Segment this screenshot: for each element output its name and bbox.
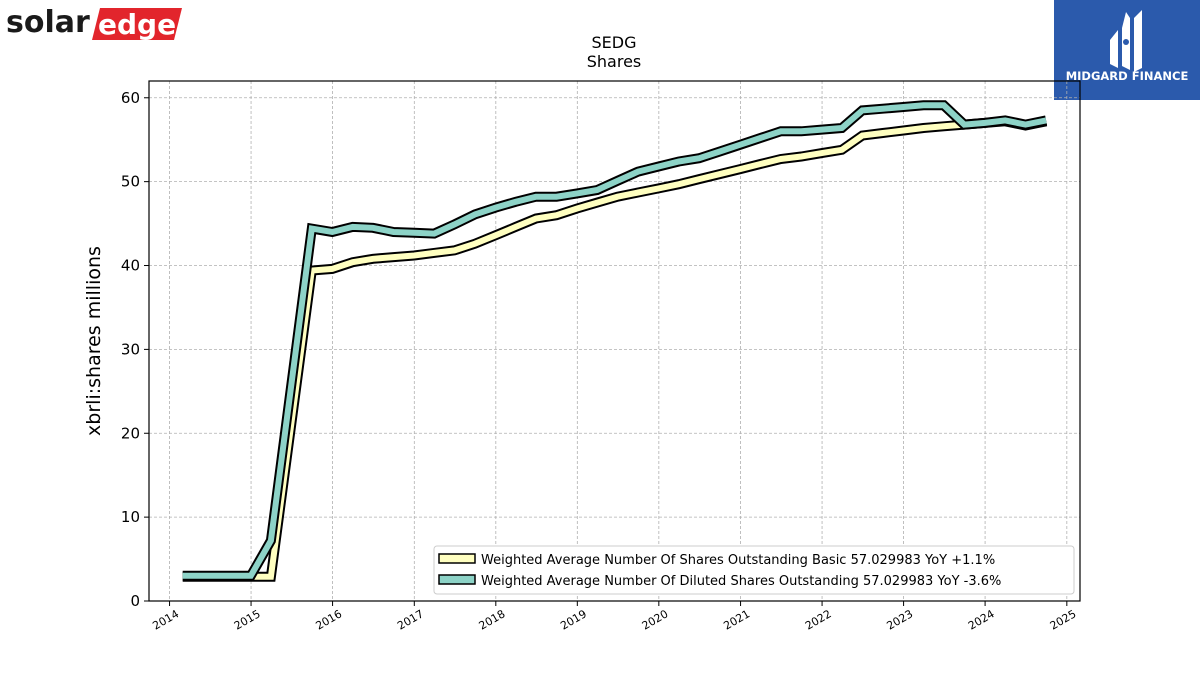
x-tick-label: 2018 <box>477 607 508 632</box>
logo-red-parallelogram <box>92 8 182 40</box>
x-tick-label: 2020 <box>640 607 671 632</box>
legend-swatch-diluted <box>438 574 476 585</box>
series-line-1 <box>182 102 1047 579</box>
solaredge-logo: solar edge <box>4 2 194 42</box>
x-tick-label: 2017 <box>395 607 426 632</box>
grid-lines <box>149 81 1080 602</box>
y-tick-label: 20 <box>121 424 140 442</box>
legend-box <box>433 545 1075 595</box>
y-tick-label: 50 <box>121 173 140 191</box>
series-line-0 <box>182 118 1047 580</box>
x-tick-label: 2023 <box>884 607 915 632</box>
x-tick-label: 2014 <box>150 607 181 632</box>
y-tick-label: 40 <box>121 257 140 275</box>
series-lines <box>182 100 1048 582</box>
y-tick-label: 0 <box>130 592 140 610</box>
x-tick-label: 2019 <box>558 607 589 632</box>
x-tick-label: 2024 <box>966 607 997 632</box>
midgard-emblem-icon <box>1110 10 1142 72</box>
midgard-finance-logo: MIDGARD FINANCE <box>1054 0 1200 100</box>
legend-label-diluted: Weighted Average Number Of Diluted Share… <box>481 574 1001 589</box>
y-tick-label: 60 <box>121 89 140 107</box>
legend: Weighted Average Number Of Shares Outsta… <box>433 545 1075 595</box>
x-tick-label: 2021 <box>721 607 752 632</box>
logo-text-midgard: MIDGARD FINANCE <box>1066 69 1189 83</box>
logo-text-solar: solar <box>6 5 90 40</box>
series-outline-1 <box>182 100 1048 581</box>
y-axis-label: xbrli:shares millions <box>83 246 105 436</box>
y-tick-label: 30 <box>121 340 140 358</box>
legend-label-basic: Weighted Average Number Of Shares Outsta… <box>481 553 995 568</box>
x-tick-label: 2015 <box>232 607 263 632</box>
y-tick-label: 10 <box>121 508 140 526</box>
x-tick-label: 2025 <box>1048 607 1079 632</box>
chart-subtitle: Shares <box>587 52 642 71</box>
legend-swatch-basic <box>438 553 476 564</box>
x-tick-label: 2016 <box>313 607 344 632</box>
logo-text-edge: edge <box>98 8 176 41</box>
chart-title: SEDG <box>592 33 637 52</box>
plot-frame <box>148 80 1081 602</box>
x-tick-label: 2022 <box>803 607 834 632</box>
